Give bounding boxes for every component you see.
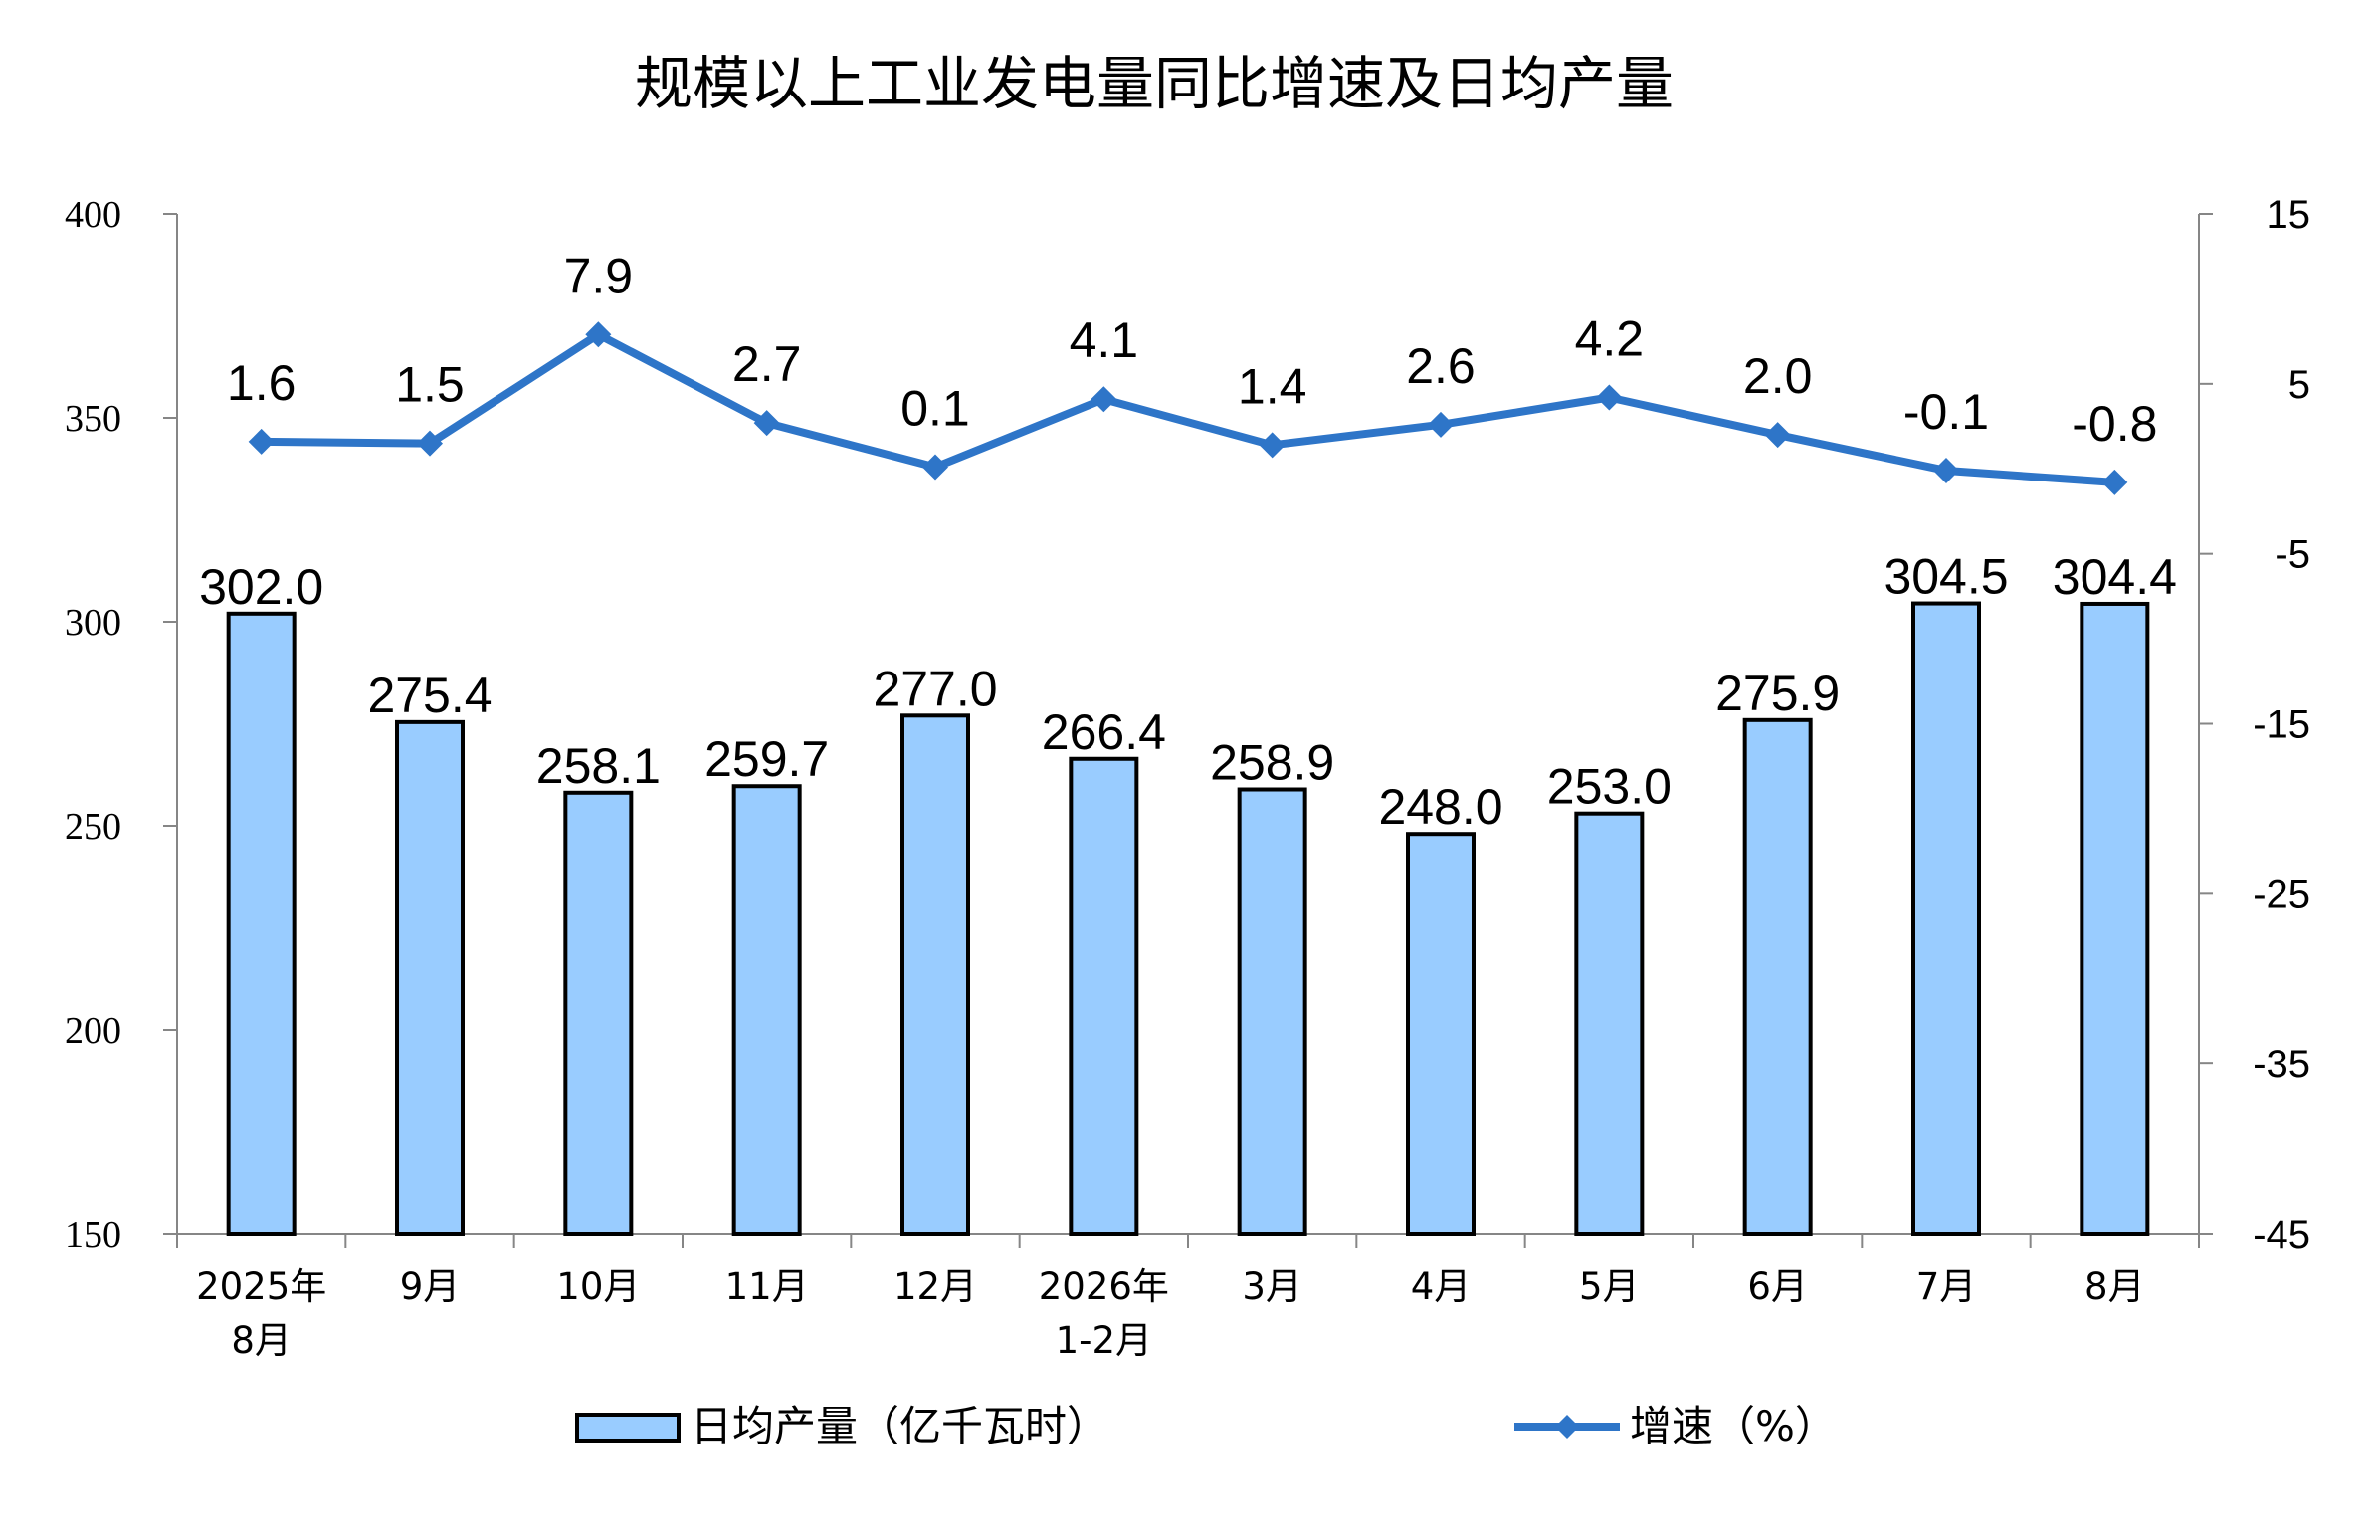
x-tick-label: 12月 [893,1265,977,1308]
left-tick-label: 350 [65,398,121,440]
x-tick-label: 4月 [1411,1265,1472,1308]
left-tick-label: 200 [65,1010,121,1052]
line-point [922,454,948,481]
bar-data-label: 258.1 [536,738,661,794]
bar-data-label: 302.0 [199,559,323,615]
line-data-label: 7.9 [564,248,634,303]
left-tick-label: 150 [65,1214,121,1255]
legend-line-marker [1555,1415,1579,1439]
x-tick-label: 7月 [1916,1265,1977,1308]
x-tick-label: 9月 [400,1265,461,1308]
line-data-label: 4.1 [1070,312,1139,368]
bar-data-label: 304.5 [1884,549,2008,605]
right-tick-label: 5 [2288,363,2310,407]
bar [1574,811,1645,1236]
line-data-label: -0.1 [1903,384,1989,440]
x-tick-label: 2026年 [1039,1265,1169,1308]
legend-bar-swatch [575,1413,681,1443]
plot-area: 150 200 250 300 350 400 -45 -35 -25 -15 -5 5 15 2025年… [65,193,2310,1362]
x-tick-label: 6月 [1747,1265,1808,1308]
line-point [1933,457,1959,483]
bar-data-label: 275.4 [367,668,492,723]
line-point [2101,469,2128,495]
growth-line [261,330,2115,486]
bar-data-label: 248.0 [1378,779,1502,835]
line-point [1428,411,1454,438]
bar-data-label: 277.0 [873,661,997,716]
bar-data-label: 259.7 [704,731,829,787]
line-point [753,410,780,437]
x-tick-label: 10月 [556,1265,640,1308]
bar-data-label: 275.9 [1715,666,1840,721]
x-tick-label: 8月 [231,1319,292,1362]
legend-line-label: 增速（%） [1630,1402,1837,1450]
bar [1406,832,1476,1236]
bar [563,790,634,1236]
bar [900,713,970,1236]
line-data-label: 4.2 [1575,311,1645,367]
right-tick-label: -45 [2253,1213,2310,1256]
line-data-label: 1.4 [1238,358,1307,414]
line-data-label: 2.7 [732,336,802,392]
line-data-label: 2.0 [1743,348,1813,404]
left-tick-label: 300 [65,602,121,644]
line-point [248,428,275,455]
line-point [1091,386,1117,413]
right-tick-label: -15 [2253,703,2310,747]
right-tick-label: -25 [2253,872,2310,916]
bar-data-label: 253.0 [1547,759,1672,815]
bar [731,784,802,1236]
right-tick-label: -5 [2275,533,2310,577]
line-point [1259,432,1286,459]
line-point [585,321,612,348]
bar [1069,756,1139,1236]
x-tick-label: 8月 [2084,1265,2145,1308]
right-tick-label: 15 [2267,193,2311,237]
bar-data-label: 304.4 [2053,549,2177,605]
left-tick-label: 400 [65,194,121,236]
line-data-label: -0.8 [2072,396,2157,452]
legend: 日均产量（亿千瓦时） 增速（%） [575,1402,1837,1450]
x-tick-label: 3月 [1242,1265,1302,1308]
bar [1911,601,1981,1236]
bar [1237,787,1307,1236]
chart-title: 规模以上工业发电量同比增速及日均产量 [635,50,1674,117]
line-data-label: 1.6 [227,355,297,411]
bar-data-label: 258.9 [1210,735,1334,791]
x-tick-label: 1-2月 [1056,1319,1152,1362]
x-tick-label: 5月 [1579,1265,1640,1308]
right-tick-label: -35 [2253,1043,2310,1086]
left-tick-label: 250 [65,806,121,848]
line-data-label: 1.5 [395,357,465,413]
line-point [417,430,443,457]
line-point [1764,422,1791,449]
x-tick-label: 11月 [725,1265,809,1308]
bar-data-label: 266.4 [1042,704,1166,760]
legend-bar-label: 日均产量（亿千瓦时） [691,1402,1108,1450]
line-point [1596,384,1623,411]
bar [395,719,465,1236]
x-tick-label: 2025年 [196,1265,326,1308]
line-data-label: 2.6 [1406,338,1476,394]
line-data-label: 0.1 [900,381,970,437]
bar [2080,601,2150,1236]
bar [226,611,297,1236]
bar [1742,717,1813,1236]
